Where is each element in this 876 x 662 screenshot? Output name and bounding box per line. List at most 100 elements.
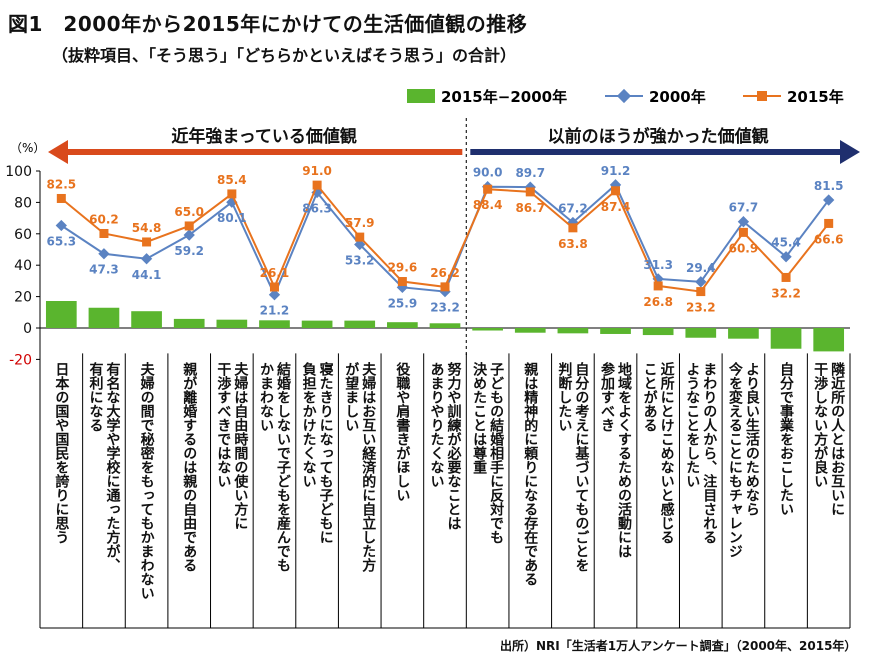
category-label-line: かまわない xyxy=(258,362,274,432)
label-2015: 82.5 xyxy=(47,177,77,191)
label-2015: 63.8 xyxy=(558,237,588,251)
series-2015-point xyxy=(355,232,365,242)
label-2000: 81.5 xyxy=(814,179,844,193)
label-2015: 85.4 xyxy=(217,173,247,187)
legend-label-2015: 2015年 xyxy=(787,88,844,106)
category-label-line: 役職や肩書きがほしい xyxy=(394,361,410,502)
category-label-line: 結婚をしないで子どもを産んでも xyxy=(275,361,291,572)
y-tick-label: -20 xyxy=(9,352,32,368)
series-2000-point xyxy=(98,248,110,260)
category-label-line: 親は精神的に頼りになる存在である xyxy=(522,361,538,586)
series-2000-point xyxy=(823,194,835,206)
label-2015: 87.4 xyxy=(601,200,631,214)
legend-label-diff: 2015年−2000年 xyxy=(441,88,567,106)
category-label: 有名な大学や学校に通った方が、有利になる xyxy=(87,361,120,572)
series-2015-point xyxy=(312,180,322,190)
category-label-line: 日本の国や国民を誇りに思う xyxy=(53,362,69,544)
series-2015-point xyxy=(483,184,493,194)
series-2015-point xyxy=(269,282,279,292)
y-tick-label: 40 xyxy=(14,258,32,274)
category-label: 夫婦の間で秘密をもってもかまわない xyxy=(139,361,156,600)
label-2015: 65.0 xyxy=(174,205,204,219)
y-tick-label: 80 xyxy=(14,195,32,211)
category-label: 親が離婚するのは親の自由である xyxy=(181,361,197,572)
bar-diff xyxy=(770,328,802,349)
category-label-line: 夫婦はお互い経済的に自立した方 xyxy=(360,361,377,573)
category-label-line: 隣近所の人とはお互いに xyxy=(829,361,845,516)
category-label-line: 負担をかけたくない xyxy=(301,361,317,488)
category-label-line: ことがある xyxy=(642,362,658,432)
label-2000: 23.2 xyxy=(430,301,460,315)
label-2000: 45.4 xyxy=(771,236,801,250)
label-2015: 91.0 xyxy=(302,164,332,178)
legend-swatch-diff xyxy=(407,89,435,103)
series-2015-point xyxy=(184,221,194,231)
label-2015: 88.4 xyxy=(473,198,503,212)
series-2015-point xyxy=(142,237,152,247)
label-2000: 31.3 xyxy=(643,258,673,272)
category-label-line: 決めたことは尊重 xyxy=(471,361,487,474)
category-label-line: あまりやりたくない xyxy=(429,362,445,488)
legend-marker-2000 xyxy=(616,88,632,104)
bar-diff xyxy=(685,328,717,338)
category-label: 日本の国や国民を誇りに思う xyxy=(53,362,69,544)
bar-diff xyxy=(557,328,589,334)
series-2015-point xyxy=(824,218,834,228)
series-2015-point xyxy=(227,189,237,199)
category-label: 親は精神的に頼りになる存在である xyxy=(522,361,538,586)
category-label-line: 干渉しない方が良い xyxy=(812,362,828,488)
category-label-line: 地域をよくするための活動には xyxy=(616,361,632,558)
category-label-line: 寝たきりになっても子どもに xyxy=(318,361,334,544)
series-2000-point xyxy=(55,219,67,232)
series-2015-point xyxy=(568,223,578,233)
bar-diff xyxy=(344,320,376,328)
label-2015: 60.9 xyxy=(729,241,759,255)
label-2000: 80.1 xyxy=(217,211,247,225)
bar-diff xyxy=(600,328,631,334)
series-2015-point xyxy=(440,282,450,292)
label-2000: 59.2 xyxy=(174,244,204,258)
bar-diff xyxy=(472,328,503,331)
category-label-line: まわりの人から、注目される xyxy=(701,362,717,544)
series-2015-point xyxy=(56,193,66,203)
series-2015-point xyxy=(738,227,748,237)
y-tick-label: 100 xyxy=(5,164,32,180)
label-2000: 29.4 xyxy=(686,261,716,275)
category-label-line: 参加すべき xyxy=(599,361,616,432)
label-2000: 90.0 xyxy=(473,166,503,180)
figure-subtitle: （抜粋項目、「そう思う」「どちらかといえばそう思う」の合計） xyxy=(52,46,517,65)
bar-diff xyxy=(728,328,759,339)
category-label-line: 干渉すべきではない xyxy=(215,362,231,488)
label-2000: 47.3 xyxy=(89,263,119,277)
bar-diff xyxy=(642,328,674,336)
series-2015-point xyxy=(611,186,621,196)
y-tick-label: 0 xyxy=(23,321,32,337)
bar-diff xyxy=(429,323,461,328)
bar-diff xyxy=(813,328,845,352)
source-note: 出所）NRI「生活者1万人アンケート調査」（2000年、2015年） xyxy=(500,639,857,653)
label-2015: 29.6 xyxy=(388,261,418,275)
label-2000: 21.2 xyxy=(260,304,290,318)
left-arrow-head xyxy=(48,140,68,164)
label-2015: 86.7 xyxy=(515,201,545,215)
bar-diff xyxy=(514,328,546,333)
bar-diff xyxy=(216,319,248,328)
bar-diff xyxy=(131,311,162,328)
label-2015: 32.2 xyxy=(771,286,801,300)
bar-diff xyxy=(387,322,418,328)
label-2000: 44.1 xyxy=(132,268,162,282)
category-label-line: 近所にとけこめないと感じる xyxy=(659,361,675,544)
category-label-line: 今を変えることにもチャレンジ xyxy=(727,361,744,558)
bar-diff xyxy=(173,318,205,328)
label-2015: 26.1 xyxy=(260,266,290,280)
right-arrow-head xyxy=(840,140,860,164)
series-2000-point xyxy=(183,229,195,241)
label-2015: 57.9 xyxy=(345,216,375,230)
